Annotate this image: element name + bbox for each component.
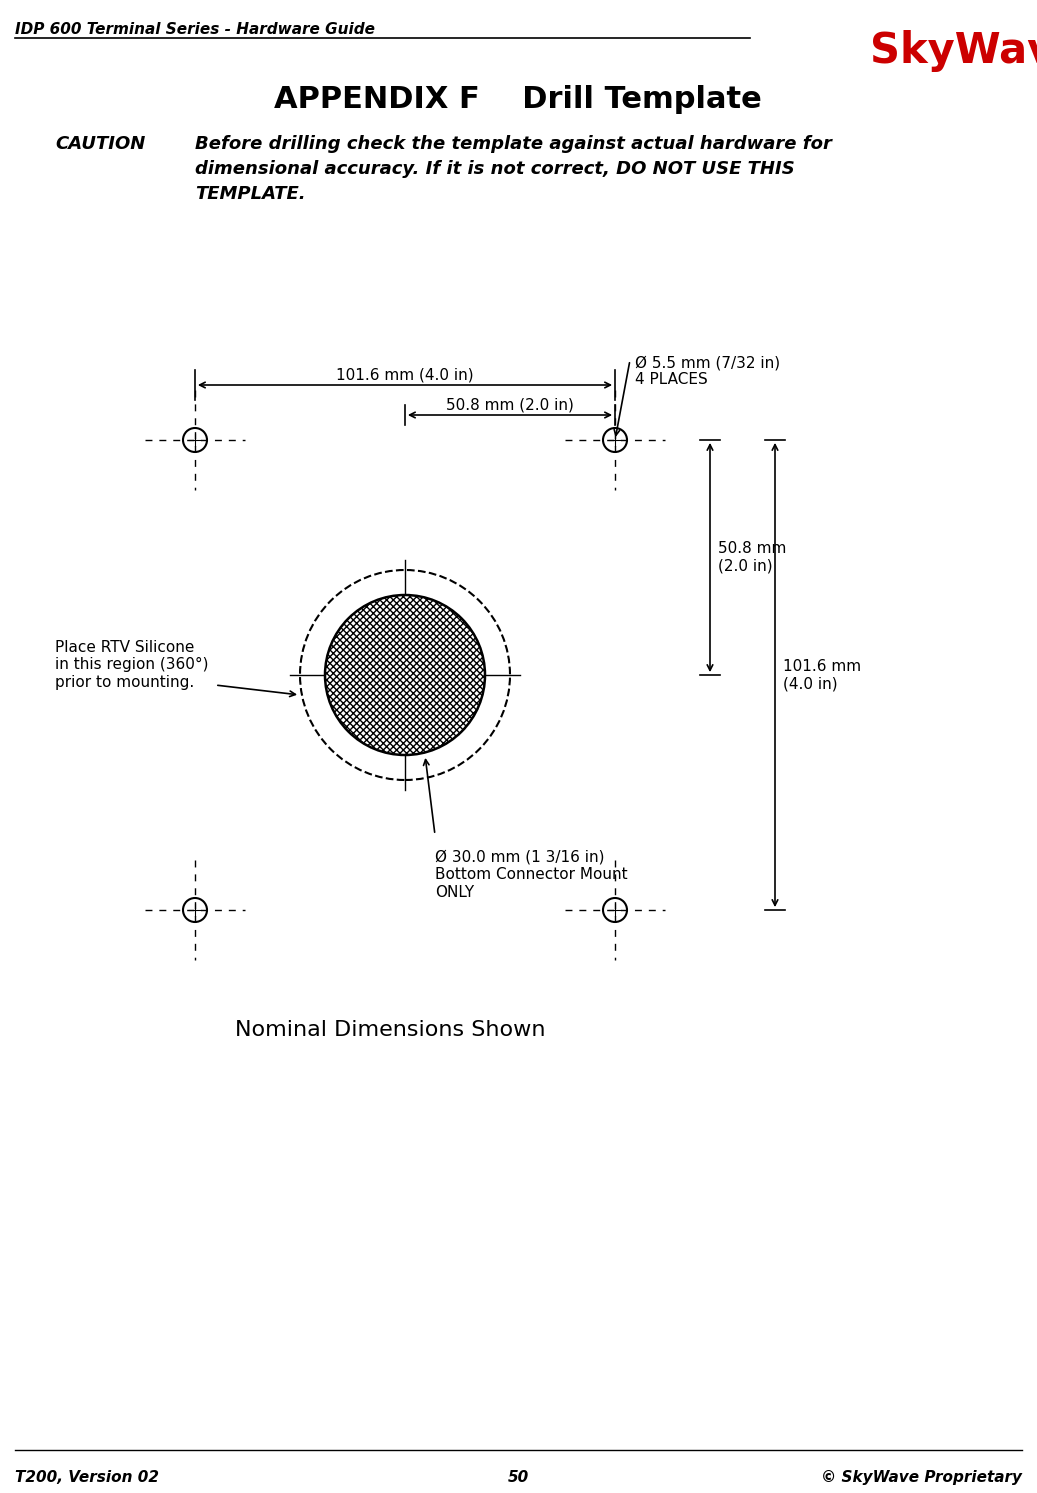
Text: 50.8 mm
(2.0 in): 50.8 mm (2.0 in) [718,542,786,573]
Text: 101.6 mm
(4.0 in): 101.6 mm (4.0 in) [783,658,861,691]
Text: CAUTION: CAUTION [55,134,145,152]
Circle shape [325,596,485,755]
Text: 101.6 mm (4.0 in): 101.6 mm (4.0 in) [336,367,474,384]
Text: Ø 30.0 mm (1 3/16 in)
Bottom Connector Mount
ONLY: Ø 30.0 mm (1 3/16 in) Bottom Connector M… [435,850,627,900]
Text: 50.8 mm (2.0 in): 50.8 mm (2.0 in) [446,399,573,414]
Text: APPENDIX F    Drill Template: APPENDIX F Drill Template [274,85,762,113]
Text: Before drilling check the template against actual hardware for
dimensional accur: Before drilling check the template again… [195,134,832,203]
Text: 50: 50 [507,1471,529,1486]
Text: Nominal Dimensions Shown: Nominal Dimensions Shown [234,1020,545,1041]
Text: IDP 600 Terminal Series - Hardware Guide: IDP 600 Terminal Series - Hardware Guide [15,22,375,37]
Text: T200, Version 02: T200, Version 02 [15,1471,159,1486]
Text: SkyWave: SkyWave [870,30,1037,72]
Text: © SkyWave Proprietary: © SkyWave Proprietary [821,1471,1022,1486]
Text: Place RTV Silicone
in this region (360°)
prior to mounting.: Place RTV Silicone in this region (360°)… [55,640,208,690]
Text: Ø 5.5 mm (7/32 in)
4 PLACES: Ø 5.5 mm (7/32 in) 4 PLACES [635,355,780,387]
